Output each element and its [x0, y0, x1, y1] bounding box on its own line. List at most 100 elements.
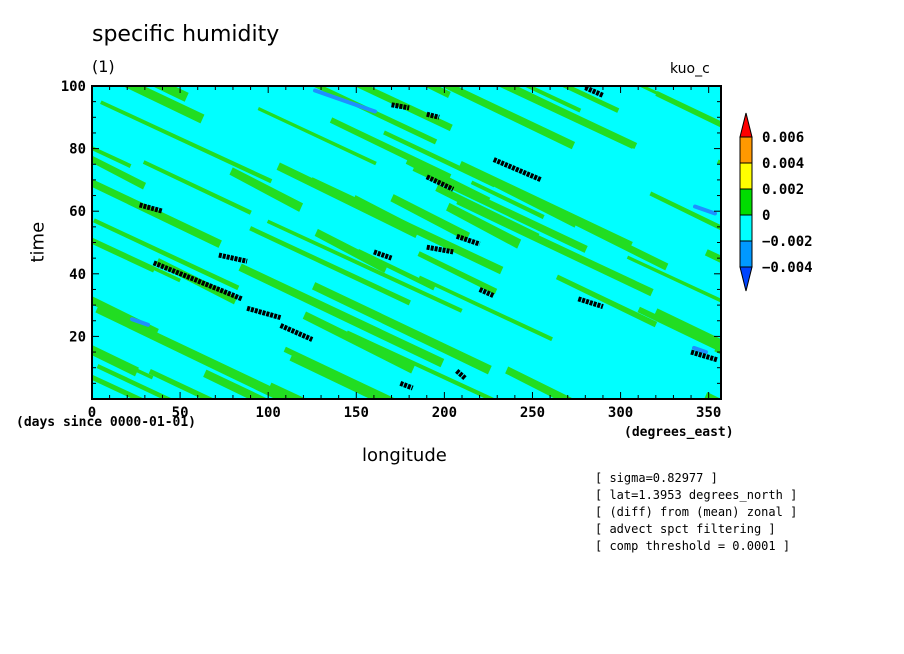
positive-streak	[655, 90, 721, 128]
positive-streak	[257, 107, 377, 166]
strong-negative-patch	[692, 345, 708, 355]
positive-streak	[61, 44, 134, 81]
positive-streak	[456, 197, 654, 297]
threshold-mark	[455, 368, 468, 381]
positive-streak	[0, 69, 46, 154]
positive-streak	[249, 226, 411, 306]
positive-streak	[654, 308, 721, 349]
positive-streak	[212, 41, 283, 83]
threshold-mark	[425, 174, 455, 192]
y-tick-label: 80	[69, 142, 86, 158]
positive-streak	[148, 368, 215, 399]
positive-streak	[0, 84, 58, 128]
threshold-mark	[246, 305, 282, 321]
positive-streak	[505, 366, 574, 399]
chart-title: specific humidity	[92, 22, 280, 47]
positive-streak	[346, 330, 497, 399]
colorbar: 0.006 0.004 0.002 0 −0.002 −0.004	[739, 112, 813, 292]
colorbar-swatch	[739, 162, 753, 190]
positive-streak	[505, 86, 554, 109]
colorbar-label: 0.006	[762, 130, 804, 146]
y-axis-units: (days since 0000-01-01)	[16, 415, 197, 430]
positive-streak	[704, 249, 721, 264]
positive-streak	[152, 86, 189, 102]
threshold-mark	[426, 111, 440, 120]
threshold-mark	[478, 287, 495, 298]
positive-streak	[35, 405, 163, 469]
positive-streak	[311, 282, 492, 375]
positive-streak	[283, 346, 397, 399]
positive-streak	[302, 311, 416, 374]
colorbar-label: −0.004	[762, 260, 813, 276]
threshold-marks	[138, 86, 719, 391]
positive-streak	[314, 228, 389, 273]
colorbar-label: −0.002	[762, 234, 813, 250]
positive-streak	[446, 202, 522, 249]
positive-streak	[93, 218, 240, 291]
y-tick-label: 20	[69, 329, 86, 345]
positive-streak	[92, 296, 159, 337]
positive-streak	[649, 191, 721, 231]
colorbar-swatch	[739, 136, 753, 164]
positive-streak	[471, 168, 579, 228]
positive-streak	[560, 86, 620, 113]
positive-streak	[238, 263, 445, 368]
colorbar-label: 0.002	[762, 182, 804, 198]
positive-streak	[92, 178, 222, 248]
positive-streak	[92, 237, 181, 283]
colorbar-min-arrow	[739, 266, 753, 292]
annotation-line: [ lat=1.3953 degrees_north ]	[595, 488, 798, 502]
threshold-mark	[426, 244, 454, 255]
y-tick-label: 100	[61, 79, 86, 95]
positive-streak	[383, 130, 496, 188]
annotation-line: [ (diff) from (mean) zonal ]	[595, 505, 798, 519]
strong-negative-patch	[313, 88, 377, 114]
colorbar-swatch	[739, 240, 753, 268]
threshold-mark	[690, 349, 719, 363]
positive-streak	[0, 162, 53, 233]
positive-streak	[470, 180, 545, 220]
positive-streak	[0, 172, 66, 255]
positive-streak	[0, 165, 48, 215]
positive-streak	[418, 275, 553, 342]
positive-streak	[0, 117, 61, 186]
annotation-line: [ comp threshold = 0.0001 ]	[595, 539, 791, 553]
threshold-mark	[455, 233, 481, 247]
threshold-mark	[218, 252, 248, 264]
x-tick-label: 150	[344, 405, 369, 421]
positive-streak	[390, 194, 471, 242]
colorbar-swatch	[739, 188, 753, 216]
positive-streak	[266, 219, 463, 313]
positive-streak	[96, 364, 174, 399]
colorbar-label: 0	[762, 208, 770, 224]
x-tick-label: 300	[608, 405, 633, 421]
positive-streak	[92, 374, 145, 399]
positive-streak	[555, 274, 658, 328]
positive-streak	[714, 345, 721, 355]
x-axis-units: (degrees_east)	[624, 425, 734, 440]
threshold-mark	[399, 381, 414, 391]
positive-streak	[417, 251, 498, 295]
positive-streak	[0, 159, 44, 222]
threshold-mark	[492, 157, 543, 183]
positive-streak	[523, 86, 582, 113]
positive-streak	[637, 306, 721, 353]
positive-streak	[269, 382, 307, 399]
colorbar-label: 0.004	[762, 156, 804, 172]
positive-streak	[295, 357, 387, 399]
positive-streak	[572, 218, 669, 271]
case-label: kuo_c	[670, 61, 710, 77]
annotation-block: [ sigma=0.82977 ] [ lat=1.3953 degrees_n…	[595, 470, 797, 555]
annotation-line: [ sigma=0.82977 ]	[595, 471, 718, 485]
positive-streak	[704, 392, 721, 399]
positive-streak	[412, 164, 588, 253]
y-axis: 20 40 60 80 100	[61, 79, 721, 384]
threshold-mark	[279, 323, 314, 342]
positive-streak	[0, 376, 49, 414]
y-tick-label: 60	[69, 204, 86, 220]
y-tick-label: 40	[69, 267, 86, 283]
positive-streak	[497, 86, 635, 149]
threshold-mark	[391, 102, 410, 111]
chart-units: (1)	[92, 57, 115, 76]
